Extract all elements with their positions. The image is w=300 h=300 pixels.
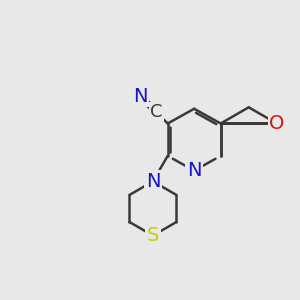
- Text: N: N: [134, 87, 148, 106]
- Text: N: N: [146, 172, 160, 191]
- Text: N: N: [187, 161, 201, 180]
- Text: O: O: [269, 114, 284, 133]
- Text: S: S: [147, 226, 159, 245]
- Text: C: C: [150, 103, 163, 121]
